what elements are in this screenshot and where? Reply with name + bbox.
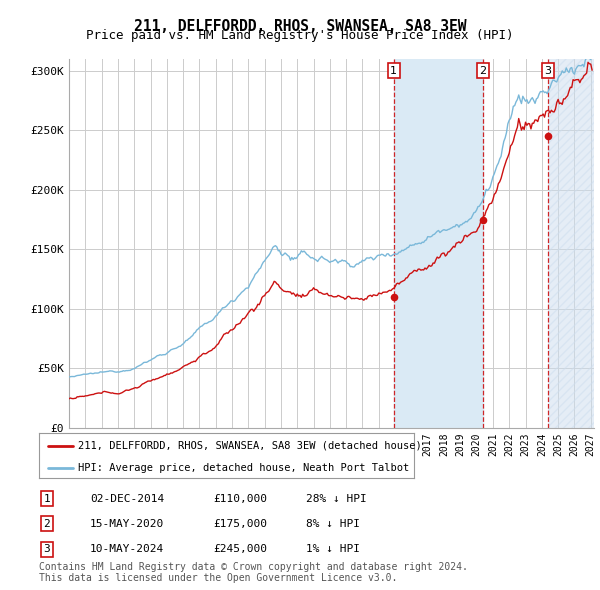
Text: 15-MAY-2020: 15-MAY-2020	[90, 519, 164, 529]
Text: 3: 3	[43, 545, 50, 554]
Text: Contains HM Land Registry data © Crown copyright and database right 2024.: Contains HM Land Registry data © Crown c…	[39, 562, 468, 572]
Text: £110,000: £110,000	[213, 494, 267, 503]
Bar	[394, 59, 482, 428]
Text: This data is licensed under the Open Government Licence v3.0.: This data is licensed under the Open Gov…	[39, 573, 397, 583]
Text: 28% ↓ HPI: 28% ↓ HPI	[306, 494, 367, 503]
Text: 1: 1	[390, 66, 397, 76]
Text: 3: 3	[544, 66, 551, 76]
Text: 2: 2	[43, 519, 50, 529]
Text: 8% ↓ HPI: 8% ↓ HPI	[306, 519, 360, 529]
Text: 2: 2	[479, 66, 486, 76]
Bar	[548, 59, 594, 428]
Text: 1: 1	[43, 494, 50, 503]
Text: 10-MAY-2024: 10-MAY-2024	[90, 545, 164, 554]
Text: HPI: Average price, detached house, Neath Port Talbot: HPI: Average price, detached house, Neat…	[79, 463, 410, 473]
Text: 211, DELFFORDD, RHOS, SWANSEA, SA8 3EW: 211, DELFFORDD, RHOS, SWANSEA, SA8 3EW	[134, 19, 466, 34]
Text: £175,000: £175,000	[213, 519, 267, 529]
Text: Price paid vs. HM Land Registry's House Price Index (HPI): Price paid vs. HM Land Registry's House …	[86, 30, 514, 42]
Text: 02-DEC-2014: 02-DEC-2014	[90, 494, 164, 503]
Text: 211, DELFFORDD, RHOS, SWANSEA, SA8 3EW (detached house): 211, DELFFORDD, RHOS, SWANSEA, SA8 3EW (…	[79, 441, 422, 451]
Text: 1% ↓ HPI: 1% ↓ HPI	[306, 545, 360, 554]
Text: £245,000: £245,000	[213, 545, 267, 554]
